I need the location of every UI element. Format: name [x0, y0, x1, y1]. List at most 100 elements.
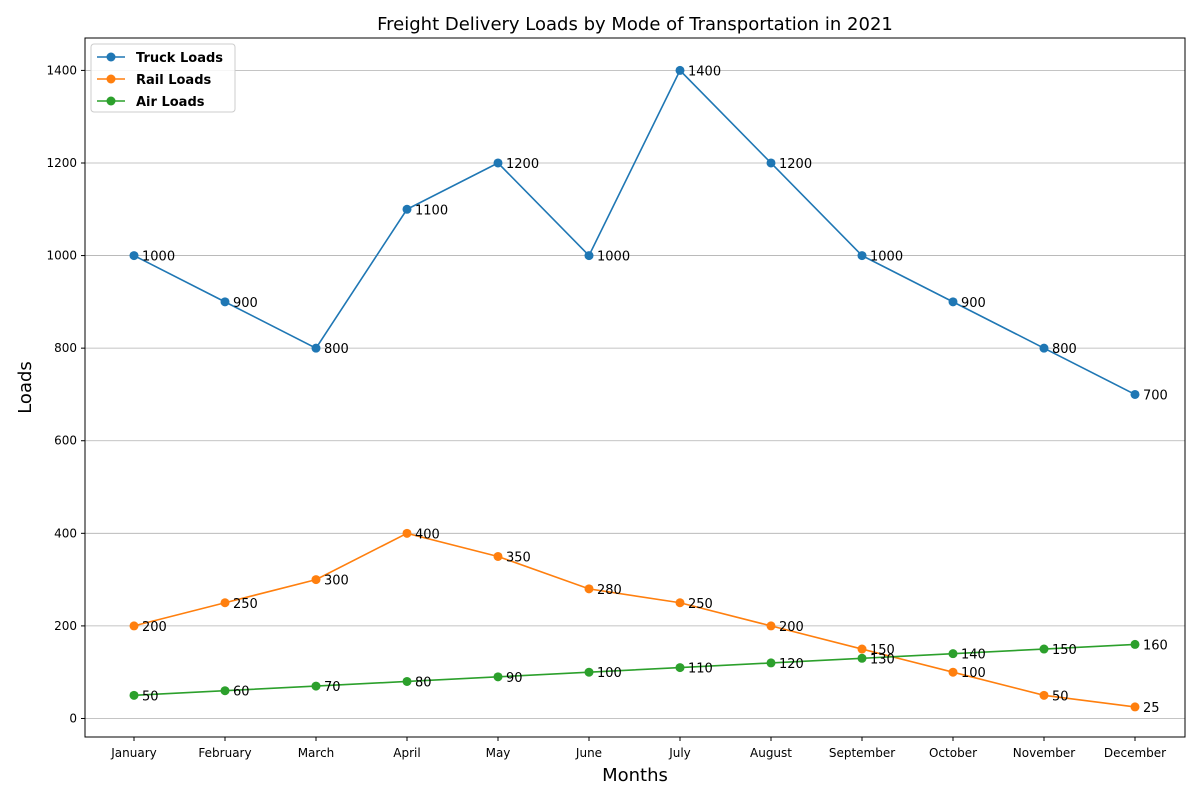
y-tick-label: 0	[69, 711, 77, 725]
data-point	[584, 251, 594, 261]
data-point	[493, 551, 503, 561]
data-label: 800	[324, 342, 349, 357]
plot-frame	[84, 37, 1186, 738]
data-label: 60	[233, 685, 250, 700]
y-tick-label: 1400	[46, 63, 77, 77]
legend-label: Air Loads	[136, 95, 205, 110]
data-point	[493, 672, 503, 682]
data-point	[584, 584, 594, 594]
y-tick-label: 600	[54, 434, 77, 448]
x-tick-label: July	[668, 746, 691, 760]
y-tick-label: 800	[54, 341, 77, 355]
data-point	[675, 598, 685, 608]
data-label: 80	[415, 675, 432, 690]
data-point	[402, 204, 412, 214]
data-label: 100	[597, 666, 622, 681]
data-point	[948, 649, 958, 659]
data-label: 100	[961, 666, 986, 681]
data-point	[948, 297, 958, 307]
data-point	[311, 681, 321, 691]
data-point	[766, 658, 776, 668]
data-point	[220, 598, 230, 608]
series-line	[133, 532, 1136, 708]
data-point	[311, 343, 321, 353]
data-label: 1000	[870, 250, 903, 265]
data-label: 200	[779, 620, 804, 635]
data-point	[220, 297, 230, 307]
data-label: 1400	[688, 64, 721, 79]
data-point	[402, 676, 412, 686]
x-tick-label: March	[298, 746, 335, 760]
data-label: 350	[506, 550, 531, 565]
data-label: 160	[1143, 638, 1168, 653]
legend-item: Air Loads	[97, 95, 205, 110]
data-label: 90	[506, 671, 523, 686]
data-label: 25	[1143, 701, 1160, 716]
data-label: 150	[1052, 643, 1077, 658]
data-label: 400	[415, 527, 440, 542]
y-axis-label: Loads	[15, 361, 36, 414]
legend-marker	[106, 74, 116, 84]
data-label: 800	[1052, 342, 1077, 357]
x-tick-label: October	[929, 746, 977, 760]
x-tick-label: November	[1013, 746, 1075, 760]
data-point	[1039, 343, 1049, 353]
data-point	[129, 690, 139, 700]
legend-marker	[106, 96, 116, 106]
legend-box	[90, 43, 236, 113]
data-point	[220, 686, 230, 696]
legend-label: Truck Loads	[136, 51, 223, 66]
series-line	[133, 69, 1136, 396]
data-point	[766, 158, 776, 168]
data-label: 50	[142, 689, 159, 704]
data-label: 150	[870, 643, 895, 658]
data-point	[1039, 690, 1049, 700]
y-tick-label: 1200	[46, 156, 77, 170]
data-label: 1100	[415, 203, 448, 218]
series-line	[133, 643, 1136, 697]
series-layer: 1000 900 800 1100 1200 1000 1400 1200 1000 900 800…	[129, 64, 1168, 716]
legend-item: Truck Loads	[97, 51, 223, 66]
x-axis-label: Months	[602, 765, 668, 786]
data-point	[402, 528, 412, 538]
x-tick-label: September	[829, 746, 895, 760]
data-point	[1130, 639, 1140, 649]
x-tick-label: February	[198, 746, 251, 760]
data-point	[584, 667, 594, 677]
data-point	[1130, 389, 1140, 399]
data-label: 300	[324, 574, 349, 589]
x-tick-label: January	[110, 746, 157, 760]
series-truck-loads: 1000 900 800 1100 1200 1000 1400 1200 1000 900 800…	[129, 64, 1168, 403]
data-label: 110	[688, 662, 713, 677]
grid-lines	[85, 70, 1185, 719]
data-label: 200	[142, 620, 167, 635]
data-label: 140	[961, 648, 986, 663]
x-tick-label: December	[1104, 746, 1166, 760]
data-label: 70	[324, 680, 341, 695]
x-tick-label: April	[393, 746, 420, 760]
data-label: 900	[233, 296, 258, 311]
data-point	[857, 251, 867, 261]
series-rail-loads: 200 250 300 400 350 280 250 200 150 100 50 25	[129, 527, 1160, 716]
data-point	[493, 158, 503, 168]
chart-title: Freight Delivery Loads by Mode of Transp…	[377, 14, 893, 35]
data-label: 50	[1052, 689, 1069, 704]
data-point	[766, 621, 776, 631]
data-label: 700	[1143, 388, 1168, 403]
legend-item: Rail Loads	[97, 73, 212, 88]
legend-label: Rail Loads	[136, 73, 212, 88]
data-point	[1039, 644, 1049, 654]
data-point	[675, 65, 685, 75]
legend: Truck Loads Rail Loads Air Loads	[90, 43, 236, 113]
x-tick-label: May	[486, 746, 511, 760]
data-label: 130	[870, 652, 895, 667]
y-tick-label: 1000	[46, 249, 77, 263]
data-point	[1130, 702, 1140, 712]
legend-marker	[106, 52, 116, 62]
data-label: 120	[779, 657, 804, 672]
data-point	[857, 644, 867, 654]
x-tick-label: June	[575, 746, 602, 760]
y-tick-label: 200	[54, 619, 77, 633]
axis-ticks: 0 200 400 600 800 1000 1200 1400 January February…	[46, 63, 1166, 760]
